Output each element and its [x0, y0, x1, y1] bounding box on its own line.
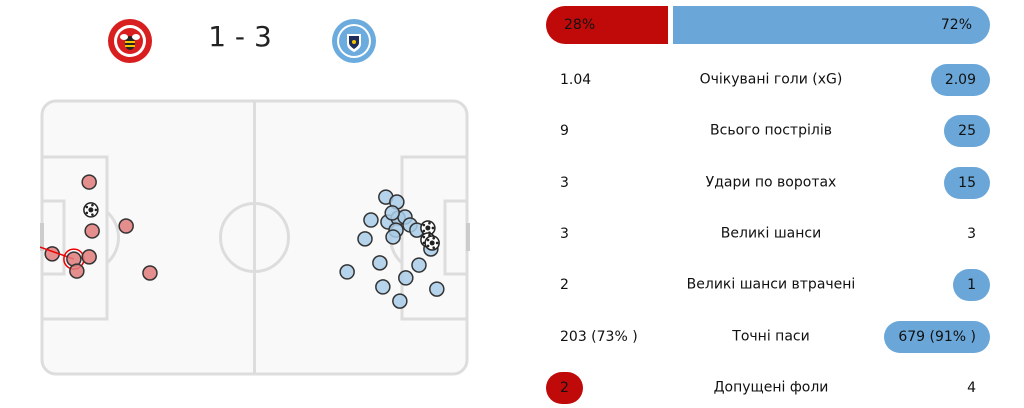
stat-home-value: 9 — [560, 123, 569, 139]
stat-home-value: 3 — [560, 175, 569, 191]
stat-away-value: 679 (91% ) — [884, 321, 990, 353]
match-score: 1 - 3 — [208, 20, 272, 53]
stat-label: Великі шанси втрачені — [686, 276, 856, 293]
home-shot[interactable] — [69, 263, 85, 279]
away-shot[interactable] — [372, 255, 388, 271]
stat-away-value: 2.09 — [930, 64, 990, 96]
home-goal — [40, 223, 44, 251]
stat-label: Удари по воротах — [705, 174, 837, 191]
home-shot[interactable] — [142, 265, 158, 281]
home-shot[interactable] — [118, 218, 134, 234]
away-shot[interactable] — [375, 279, 391, 295]
home-goal-shot[interactable] — [83, 202, 99, 218]
away-shot[interactable] — [357, 231, 373, 247]
away-shot[interactable] — [398, 270, 414, 286]
away-goal-shot[interactable] — [424, 235, 440, 251]
stat-label: Всього пострілів — [710, 122, 832, 139]
center-circle — [219, 202, 290, 273]
possession-away: 72% — [673, 6, 990, 44]
stat-row: 3 Удари по воротах 15 — [546, 163, 990, 203]
away-shot[interactable] — [411, 257, 427, 273]
stat-row: 2 Великі шанси втрачені 1 — [546, 265, 990, 305]
stat-away-value: 3 — [967, 226, 976, 242]
away-shot[interactable] — [385, 229, 401, 245]
stat-row: 2 Допущені фоли 4 — [546, 368, 990, 408]
possession-home: 28% — [546, 6, 668, 44]
stat-home-value: 2 — [546, 372, 583, 404]
away-goal-shot[interactable] — [420, 220, 436, 236]
stat-label: Очікувані голи (xG) — [699, 71, 843, 88]
away-goal — [466, 223, 470, 251]
home-shot[interactable] — [84, 223, 100, 239]
home-shot[interactable] — [81, 249, 97, 265]
stat-row: 203 (73% ) Точні паси 679 (91% ) — [546, 317, 990, 357]
away-shot[interactable] — [363, 212, 379, 228]
home-penalty-arc — [105, 210, 121, 265]
home-shot[interactable] — [81, 174, 97, 190]
stat-row: 1.04 Очікувані голи (xG) 2.09 — [546, 60, 990, 100]
stat-label: Точні паси — [732, 328, 810, 345]
stat-away-value: 1 — [953, 269, 990, 301]
away-shot[interactable] — [429, 281, 445, 297]
stat-away-value: 15 — [944, 167, 990, 199]
stat-away-value: 25 — [944, 115, 990, 147]
stat-home-value: 203 (73% ) — [560, 329, 638, 345]
manchester-city-logo — [332, 19, 376, 63]
away-shot[interactable] — [384, 205, 400, 221]
stat-label: Допущені фоли — [713, 379, 829, 396]
stat-home-value: 3 — [560, 226, 569, 242]
stat-row: 3 Великі шанси 3 — [546, 214, 990, 254]
stat-row: 9 Всього пострілів 25 — [546, 111, 990, 151]
away-shot[interactable] — [339, 264, 355, 280]
away-shot[interactable] — [392, 293, 408, 309]
stat-label: Великі шанси — [720, 225, 822, 242]
stat-home-value: 2 — [560, 277, 569, 293]
brentford-logo — [108, 19, 152, 63]
shot-map — [40, 99, 470, 376]
stat-home-value: 1.04 — [560, 72, 592, 88]
stat-away-value: 4 — [967, 380, 976, 396]
